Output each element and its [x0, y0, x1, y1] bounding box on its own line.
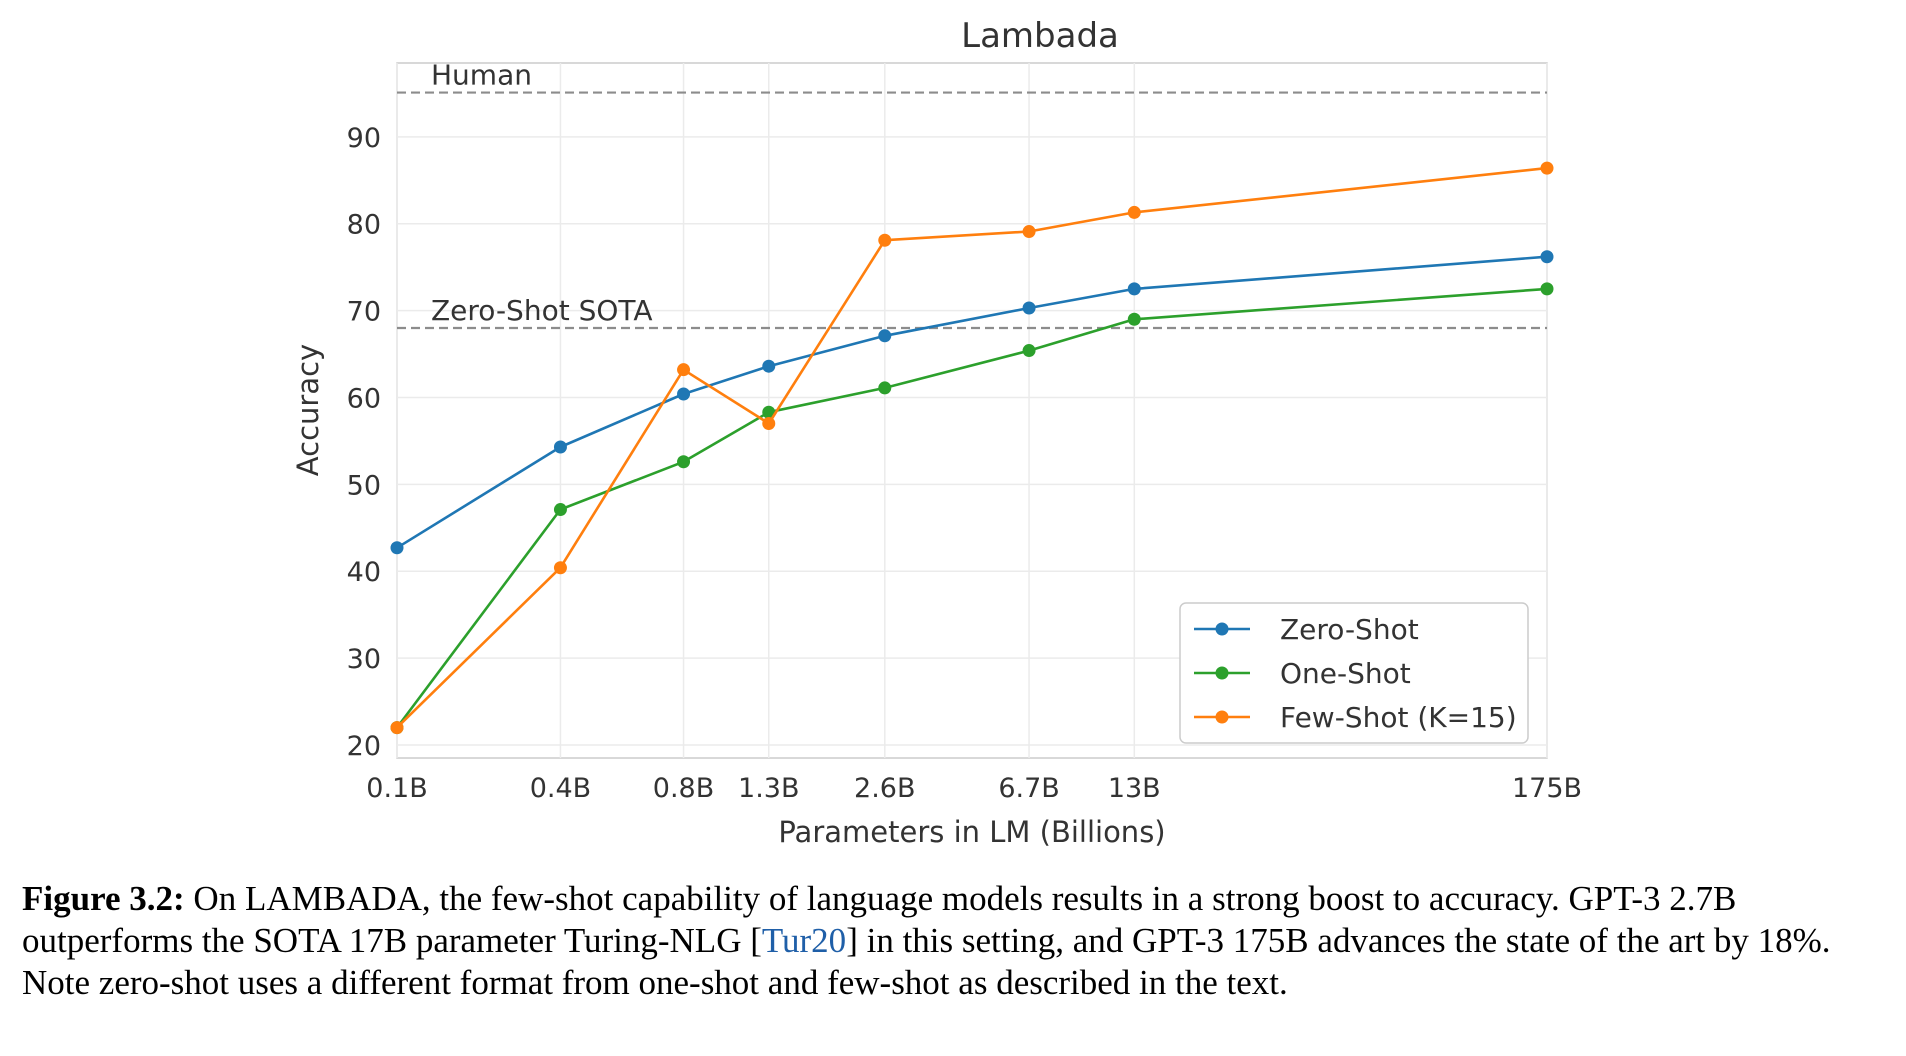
data-point — [553, 561, 567, 575]
legend-label: Zero-Shot — [1280, 613, 1419, 646]
series-line — [396, 255, 1548, 549]
citation-link[interactable]: Tur20 — [761, 921, 847, 960]
chart-title: Lambada — [961, 16, 1119, 56]
data-point — [390, 541, 404, 555]
x-axis-ticks: 0.1B 0.4B 0.8B 1.3B 2.6B 6.7B 13B 175B — [366, 773, 1582, 804]
x-tick-label: 0.1B — [366, 773, 427, 804]
y-tick-label: 50 — [347, 470, 381, 501]
data-point — [1127, 205, 1141, 219]
data-point — [878, 329, 892, 343]
reference-line-label: Human — [431, 59, 532, 92]
y-tick-label: 20 — [347, 731, 381, 762]
x-tick-label: 13B — [1108, 773, 1161, 804]
legend-swatch-marker — [1215, 622, 1229, 636]
data-point — [878, 233, 892, 247]
series-line — [395, 287, 1548, 729]
x-tick-label: 175B — [1512, 773, 1582, 804]
y-axis-label: Accuracy — [291, 344, 325, 476]
gridlines — [396, 63, 1548, 758]
data-point — [1540, 161, 1554, 175]
data-point — [1540, 282, 1554, 296]
data-point — [553, 440, 567, 454]
caption-label: Figure 3.2: — [22, 879, 185, 918]
data-point — [1022, 344, 1036, 358]
data-point — [677, 363, 691, 377]
x-tick-label: 0.8B — [653, 773, 714, 804]
data-point — [1022, 301, 1036, 315]
figure-caption: Figure 3.2: On LAMBADA, the few-shot cap… — [22, 878, 1882, 1004]
reference-line-label: Zero-Shot SOTA — [431, 294, 652, 327]
caption-text-2: ] in this setting, and GPT-3 175B advanc… — [22, 921, 1831, 1002]
x-tick-label: 6.7B — [998, 773, 1059, 804]
data-point — [762, 417, 776, 431]
legend-label: Few-Shot (K=15) — [1280, 701, 1517, 734]
caption-text-1: On LAMBADA, the few-shot capability of l… — [22, 879, 1737, 960]
y-tick-label: 80 — [347, 210, 381, 241]
legend-swatch-marker — [1215, 666, 1229, 680]
y-tick-label: 90 — [347, 123, 381, 154]
y-tick-label: 40 — [347, 557, 381, 588]
x-tick-label: 0.4B — [530, 773, 591, 804]
data-point — [762, 405, 776, 419]
y-tick-label: 60 — [347, 383, 381, 414]
data-point — [677, 455, 691, 469]
data-point — [677, 387, 691, 401]
data-point — [553, 503, 567, 517]
data-point — [1540, 250, 1554, 264]
x-axis-label: Parameters in LM (Billions) — [778, 815, 1165, 849]
data-point — [1127, 312, 1141, 326]
data-point — [1022, 225, 1036, 239]
legend-label: One-Shot — [1280, 657, 1411, 690]
y-tick-label: 30 — [347, 644, 381, 675]
legend-box — [1179, 602, 1529, 744]
data-point — [1127, 282, 1141, 296]
reference-lines: Human Zero-Shot SOTA — [397, 59, 1547, 330]
legend-swatch-marker — [1215, 710, 1229, 724]
data-point — [878, 381, 892, 395]
series-line — [396, 166, 1548, 729]
x-tick-label: 2.6B — [854, 773, 915, 804]
x-tick-label: 1.3B — [738, 773, 799, 804]
data-point — [390, 721, 404, 735]
series-group — [390, 161, 1554, 735]
y-tick-label: 70 — [347, 297, 381, 328]
data-point — [762, 359, 776, 373]
legend: Zero-Shot One-Shot Few-Shot (K=15) — [1179, 602, 1529, 744]
lambada-chart: Lambada Human Zero-Shot SOTA 20 30 40 50 60 70… — [291, 16, 1582, 849]
y-axis-ticks: 20 30 40 50 60 70 80 90 — [347, 123, 381, 762]
